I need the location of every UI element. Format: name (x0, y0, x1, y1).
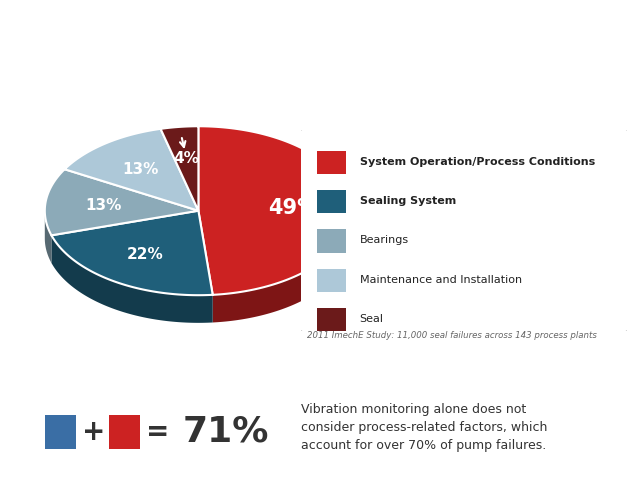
Polygon shape (65, 129, 198, 211)
Text: 4%: 4% (173, 151, 200, 166)
Polygon shape (51, 211, 212, 295)
Text: System Operation/Process Conditions: System Operation/Process Conditions (360, 157, 595, 167)
Bar (317, 190, 346, 213)
Polygon shape (198, 126, 352, 295)
Polygon shape (51, 235, 212, 323)
Text: Vibration monitoring alone does not
consider process-related factors, which
acco: Vibration monitoring alone does not cons… (301, 403, 547, 452)
Polygon shape (161, 126, 198, 211)
Text: 13%: 13% (122, 162, 159, 177)
Text: =: = (146, 418, 170, 446)
Bar (317, 308, 346, 331)
Text: 13%: 13% (86, 198, 122, 213)
Text: Sealing System: Sealing System (360, 196, 456, 206)
Polygon shape (212, 212, 352, 323)
Polygon shape (45, 169, 198, 235)
Text: Bearings: Bearings (360, 236, 409, 245)
Text: 2011 ImechE Study: 11,000 seal failures across 143 process plants: 2011 ImechE Study: 11,000 seal failures … (307, 331, 597, 340)
Text: Seal: Seal (360, 314, 383, 324)
Bar (317, 229, 346, 252)
Bar (317, 269, 346, 292)
FancyBboxPatch shape (298, 128, 630, 333)
Text: 71%: 71% (182, 415, 269, 449)
Text: Maintenance and Installation: Maintenance and Installation (360, 275, 522, 285)
Polygon shape (45, 211, 51, 263)
Bar (317, 151, 346, 174)
Text: +: + (82, 418, 106, 446)
Text: 22%: 22% (127, 247, 164, 262)
Text: 49%: 49% (269, 198, 319, 218)
